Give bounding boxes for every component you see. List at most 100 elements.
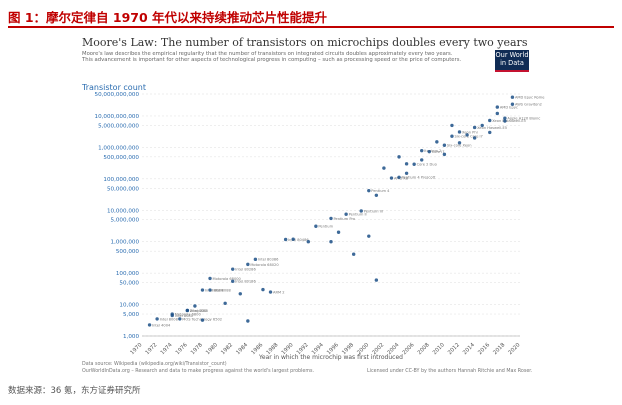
data-point-label: Intel 80186 <box>235 280 256 284</box>
owid-logo-line-1: Our World <box>495 51 529 59</box>
data-point <box>457 141 462 145</box>
data-point <box>427 149 431 154</box>
data-point-label: Motorola 68020 <box>250 263 279 267</box>
data-point <box>510 95 515 99</box>
data-point-label: Intel 8088 <box>213 288 232 292</box>
chart: Moore's Law: The number of transistors o… <box>82 32 546 382</box>
data-point <box>231 267 235 271</box>
data-point <box>246 262 250 267</box>
data-point <box>344 212 348 216</box>
x-tick-label: 1980 <box>205 342 219 356</box>
x-axis-label: Year in which the microchip was first in… <box>258 354 403 361</box>
owid-logo[interactable]: Our World in Data <box>495 50 529 72</box>
x-tick-label: 1978 <box>190 342 204 356</box>
data-point <box>268 290 273 294</box>
data-point-label: Intel 4004 <box>152 323 171 327</box>
data-point <box>283 237 288 242</box>
data-point-label: Zilog Z80 <box>190 309 208 313</box>
data-point-label: Core 2 Duo <box>417 163 437 167</box>
chart-subtitle: Moore's law describes the empirical regu… <box>82 51 492 64</box>
data-point <box>306 240 311 244</box>
data-point <box>314 224 318 228</box>
plot-area: 50,000,000,000 10,000,000,000 5,000,000,00… <box>95 92 546 361</box>
y-tick-label: 100,000,000 <box>103 177 139 183</box>
data-point <box>185 308 190 313</box>
data-point <box>223 301 227 305</box>
data-point <box>404 162 409 166</box>
data-point-label: Pentium 4 Prescott <box>402 176 436 180</box>
data-point <box>442 152 447 157</box>
data-point-label: Motorola 68000 <box>213 277 242 281</box>
data-point-label: Pentium <box>318 225 333 229</box>
x-tick-label: 1970 <box>129 342 143 356</box>
footnote-source: Data source: Wikipedia (wikipedia.org/wi… <box>82 362 227 367</box>
x-tick-label: 1976 <box>175 342 189 356</box>
data-point-label: Intel 80286 <box>235 268 256 272</box>
y-tick-label: 100,000 <box>116 271 140 277</box>
data-point <box>404 171 409 176</box>
data-point <box>420 158 424 162</box>
chart-subtitle-line-2: This advancement is important for other … <box>82 57 462 64</box>
x-tick-label: 1984 <box>235 342 249 356</box>
data-point <box>208 288 212 292</box>
data-point-label: AMD Epyc <box>500 105 518 109</box>
y-tick-label: 10,000,000,000 <box>95 114 140 120</box>
y-tick-label: 50,000,000 <box>107 186 139 192</box>
data-point <box>397 175 401 179</box>
data-point <box>472 136 477 140</box>
data-point-label: Xeon Phi <box>462 130 478 134</box>
data-point <box>488 130 492 135</box>
data-point <box>495 105 500 109</box>
data-point <box>389 176 394 180</box>
x-tick-label: 2006 <box>402 342 416 356</box>
data-point-label: Pentium Pro <box>334 217 356 221</box>
data-point-label: AMD K8 <box>394 176 409 180</box>
data-point <box>374 193 379 197</box>
data-point <box>329 216 333 221</box>
y-tick-label: 5,000,000 <box>111 218 140 224</box>
x-tick-label: 2008 <box>417 342 431 356</box>
y-axis-label: Transistor count <box>82 83 146 92</box>
data-point-label: Intel 8086 <box>205 288 224 292</box>
chart-subtitle-line-1: Moore's law describes the empirical regu… <box>82 51 453 57</box>
data-point <box>442 143 447 147</box>
report-source: 数据来源：36 氪，东方证券研究所 <box>8 386 141 396</box>
x-tick-label: 2010 <box>432 342 446 356</box>
data-point <box>155 317 159 321</box>
x-tick-label: 1974 <box>160 342 174 356</box>
data-point <box>193 304 197 308</box>
data-point <box>465 133 469 137</box>
data-point <box>246 319 250 323</box>
y-tick-label: 5,000,000,000 <box>98 123 139 129</box>
data-point-label: Intel 80386 <box>258 258 279 262</box>
y-tick-label: 1,000,000,000 <box>98 145 139 151</box>
data-point-label: Xeon Broadwell-E5 <box>492 119 526 123</box>
data-point <box>351 252 356 256</box>
y-tick-label: 10,000 <box>119 303 139 309</box>
y-tick-label: 50,000,000,000 <box>95 92 140 98</box>
data-point <box>374 278 379 282</box>
y-tick-label: 5,000 <box>123 312 139 318</box>
y-tick-label: 1,000,000 <box>111 240 140 246</box>
footnote-license: Licensed under CC-BY by the authors Hann… <box>367 369 533 374</box>
x-tick-label: 1982 <box>220 342 234 356</box>
data-point <box>238 292 242 296</box>
data-point <box>450 123 454 128</box>
data-point <box>253 257 258 262</box>
data-point <box>367 188 371 193</box>
data-point-label: AWS Graviton2 <box>515 103 542 107</box>
data-point-label: Six-core Core i7 <box>454 135 482 139</box>
data-point-label: ARM 2 <box>273 290 285 294</box>
data-point <box>503 116 507 120</box>
data-point <box>420 148 424 153</box>
data-point <box>329 240 333 244</box>
y-tick-label: 10,000,000 <box>107 208 139 214</box>
data-point-label: AMD Epyc Rome <box>515 96 545 100</box>
y-tick-label: 500,000,000 <box>103 155 139 161</box>
data-point <box>450 134 454 138</box>
data-point <box>495 111 500 116</box>
data-point <box>336 230 341 234</box>
x-tick-label: 2012 <box>447 342 461 356</box>
report-header: 图 1：摩尔定律自 1970 年代以来持续推动芯片性能提升 <box>8 6 614 28</box>
data-point-label: Xeon Haswell-E5 <box>477 126 507 130</box>
